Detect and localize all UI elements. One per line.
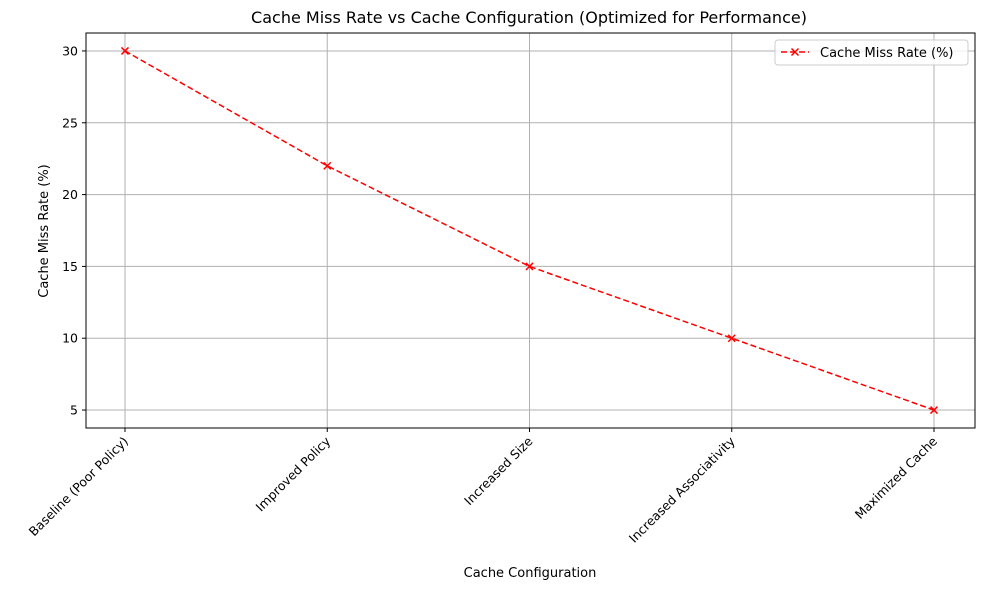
- y-tick-label: 30: [62, 43, 78, 58]
- y-tick-label: 20: [62, 187, 78, 202]
- legend-frame: [774, 39, 969, 66]
- data-point-marker: [525, 262, 534, 271]
- x-tick-label: Increased Size: [461, 433, 536, 508]
- grid: [86, 33, 975, 428]
- data-point-marker: [120, 46, 130, 55]
- chart-title: Cache Miss Rate vs Cache Configuration (…: [251, 8, 807, 27]
- data-point-marker: [929, 406, 939, 415]
- y-tick-label: 15: [62, 259, 78, 274]
- y-tick-label: 10: [62, 331, 78, 346]
- x-tick-label: Baseline (Poor Policy): [26, 434, 131, 539]
- ticks: Baseline (Poor Policy) Improved Policy Inc…: [26, 43, 941, 545]
- y-axis-label: Cache Miss Rate (%): [37, 164, 52, 298]
- data-point-marker: [727, 334, 736, 343]
- legend-label: Cache Miss Rate (%): [820, 46, 954, 61]
- plot-area-frame: [85, 32, 976, 429]
- y-tick-label: 25: [62, 115, 78, 130]
- x-tick-label: Increased Associativity: [626, 433, 739, 546]
- x-tick-label: Improved Policy: [253, 433, 334, 514]
- legend: Cache Miss Rate (%): [774, 39, 969, 66]
- series-layer: [120, 46, 939, 415]
- y-tick-label: 5: [70, 403, 78, 418]
- legend-marker-x-icon: [790, 47, 800, 57]
- x-tick-label: Maximized Cache: [852, 433, 941, 522]
- x-axis-label: Cache Configuration: [464, 566, 597, 581]
- series-line: [124, 50, 935, 411]
- data-point-marker: [323, 161, 332, 170]
